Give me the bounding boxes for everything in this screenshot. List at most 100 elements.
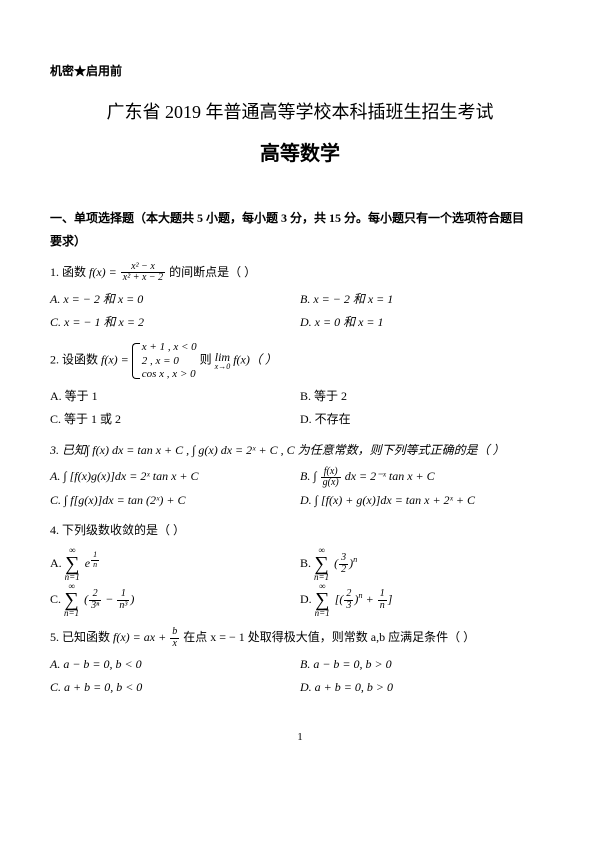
q4d-f1n: 2 [344, 589, 353, 601]
q4d-f2: 1n [378, 589, 387, 611]
q4d-f1: 23 [344, 589, 353, 611]
q4-option-c: C. ∞ ∑ n=1 (23ⁿ − 1n³) [50, 582, 300, 618]
q3b-frac: f(x) g(x) [321, 467, 341, 489]
q3-option-b: B. ∫ f(x) g(x) dx = 2⁻ˣ tan x + C [300, 465, 550, 488]
q4c-f1: 23ⁿ [89, 589, 101, 611]
q2-piece-2: 2 , x = 0 [142, 355, 197, 368]
question-2: 2. 设函数 f(x) = x + 1 , x < 0 2 , x = 0 co… [50, 341, 550, 381]
q4c-f1d: 3ⁿ [89, 601, 101, 612]
q4b-num: 3 [339, 553, 348, 565]
q4d-lb: [( [335, 592, 344, 606]
q5-den: x [170, 639, 179, 650]
q4-option-d: D. ∞ ∑ n=1 [(23)n + 1n] [300, 582, 550, 618]
q2-option-a: A. 等于 1 [50, 385, 300, 408]
q3b-post: dx = 2⁻ˣ tan x + C [345, 469, 435, 483]
q4a-pre: A. [50, 556, 65, 570]
q3b-pre: B. ∫ [300, 469, 317, 483]
q4d-pre: D. [300, 592, 315, 606]
confidential-label: 机密★启用前 [50, 60, 550, 83]
q4c-lp: ( [84, 592, 88, 606]
q3-options: A. ∫ [f(x)g(x)]dx = 2ˣ tan x + C B. ∫ f(… [50, 465, 550, 511]
q2-fx: f(x) = [101, 353, 129, 367]
q1-fx: f(x) = [89, 265, 117, 279]
q3-option-c: C. ∫ f[g(x)]dx = tan (2ˣ) + C [50, 489, 300, 512]
q1-option-b: B. x = − 2 和 x = 1 [300, 288, 550, 311]
q2-stem-pre: 2. 设函数 [50, 353, 101, 367]
exam-title-line1: 广东省 2019 年普通高等学校本科插班生招生考试 [50, 95, 550, 129]
question-4: 4. 下列级数收敛的是（ ） [50, 519, 550, 542]
section-heading-text-1: 一、单项选择题（本大题共 5 小题，每小题 3 分，共 15 分。每小题只有一个… [50, 211, 524, 225]
q4d-f1d: 3 [344, 601, 353, 612]
q5-frac: b x [170, 627, 179, 649]
q2-lim-sub: x→0 [215, 363, 231, 371]
q5-option-a: A. a − b = 0, b < 0 [50, 653, 300, 676]
q5-option-b: B. a − b = 0, b > 0 [300, 653, 550, 676]
q5-option-c: C. a + b = 0, b < 0 [50, 676, 300, 699]
q5-fx: f(x) = ax + [113, 630, 166, 644]
q4b-sum: ∞ ∑ n=1 [314, 546, 329, 582]
q1-options: A. x = − 2 和 x = 0 B. x = − 2 和 x = 1 C.… [50, 288, 550, 334]
q2-piece-1: x + 1 , x < 0 [142, 341, 197, 354]
q3b-den: g(x) [321, 478, 341, 489]
sigma-icon: ∑ [314, 555, 329, 573]
sigma-icon: ∑ [315, 591, 330, 609]
q4b-pre: B. [300, 556, 314, 570]
q1-option-c: C. x = − 1 和 x = 2 [50, 311, 300, 334]
exam-page: 机密★启用前 广东省 2019 年普通高等学校本科插班生招生考试 高等数学 一、… [0, 0, 600, 778]
q3-option-d: D. ∫ [f(x) + g(x)]dx = tan x + 2ˣ + C [300, 489, 550, 512]
q2-options: A. 等于 1 B. 等于 2 C. 等于 1 或 2 D. 不存在 [50, 385, 550, 431]
q4c-f2n: 1 [117, 589, 129, 601]
sigma-icon: ∑ [64, 591, 79, 609]
q1-option-a: A. x = − 2 和 x = 0 [50, 288, 300, 311]
q4-options: A. ∞ ∑ n=1 e1n B. ∞ ∑ n=1 (32)n C. ∞ ∑ n… [50, 546, 550, 618]
q1-fraction: x² − x x² + x − 2 [121, 262, 165, 284]
q4a-sum: ∞ ∑ n=1 [65, 546, 80, 582]
q4b-den: 2 [339, 565, 348, 576]
section-heading-text-2: 要求） [50, 234, 86, 248]
question-5: 5. 已知函数 f(x) = ax + b x 在点 x = − 1 处取得极大… [50, 626, 550, 649]
q1-option-d: D. x = 0 和 x = 1 [300, 311, 550, 334]
q4a-exp-den: n [91, 561, 99, 569]
q5-option-d: D. a + b = 0, b > 0 [300, 676, 550, 699]
q4c-f2d: n³ [117, 601, 129, 612]
q2-option-b: B. 等于 2 [300, 385, 550, 408]
q4c-sum: ∞ ∑ n=1 [64, 582, 79, 618]
q3-option-a: A. ∫ [f(x)g(x)]dx = 2ˣ tan x + C [50, 465, 300, 488]
q4d-sum: ∞ ∑ n=1 [315, 582, 330, 618]
q4d-sum-bot: n=1 [315, 609, 330, 618]
q4a-exp: 1n [91, 551, 99, 569]
question-3: 3. 已知∫ f(x) dx = tan x + C , ∫ g(x) dx =… [50, 439, 550, 462]
exam-title-line2: 高等数学 [50, 135, 550, 173]
question-1: 1. 函数 f(x) = x² − x x² + x − 2 的间断点是（ ） [50, 261, 550, 284]
q4d-f2d: n [378, 601, 387, 612]
q4c-f2: 1n³ [117, 589, 129, 611]
q2-option-c: C. 等于 1 或 2 [50, 408, 300, 431]
q4c-pre: C. [50, 592, 64, 606]
q1-stem-post: 的间断点是（ ） [169, 265, 256, 279]
q4-option-a: A. ∞ ∑ n=1 e1n [50, 546, 300, 582]
q4c-f1n: 2 [89, 589, 101, 601]
page-number: 1 [50, 727, 550, 748]
q5-stem-pre: 5. 已知函数 [50, 630, 113, 644]
q5-options: A. a − b = 0, b < 0 B. a − b = 0, b > 0 … [50, 653, 550, 699]
q4c-sum-bot: n=1 [64, 609, 79, 618]
q2-stem-mid: 则 [200, 353, 212, 367]
q4d-f2n: 1 [378, 589, 387, 601]
q4c-rp: ) [130, 592, 134, 606]
q1-stem-pre: 1. 函数 [50, 265, 89, 279]
q4b-paren: ( [334, 556, 338, 570]
q4b-exp: n [353, 555, 357, 564]
q4b-frac: 32 [339, 553, 348, 575]
section-1-heading: 一、单项选择题（本大题共 5 小题，每小题 3 分，共 15 分。每小题只有一个… [50, 207, 550, 253]
q4d-plus: + [363, 592, 377, 606]
q2-option-d: D. 不存在 [300, 408, 550, 431]
q2-piece-3: cos x , x > 0 [142, 368, 197, 381]
q2-piecewise: x + 1 , x < 0 2 , x = 0 cos x , x > 0 [132, 341, 197, 381]
q4-option-b: B. ∞ ∑ n=1 (32)n [300, 546, 550, 582]
q2-stem-post: f(x)（ ） [233, 353, 277, 367]
q2-limit: lim x→0 [215, 351, 231, 371]
q1-frac-den: x² + x − 2 [121, 273, 165, 284]
q5-stem-mid: 在点 x = − 1 处取得极大值，则常数 a,b 应满足条件（ ） [183, 630, 475, 644]
sigma-icon: ∑ [65, 555, 80, 573]
q4d-rb: ] [388, 592, 393, 606]
